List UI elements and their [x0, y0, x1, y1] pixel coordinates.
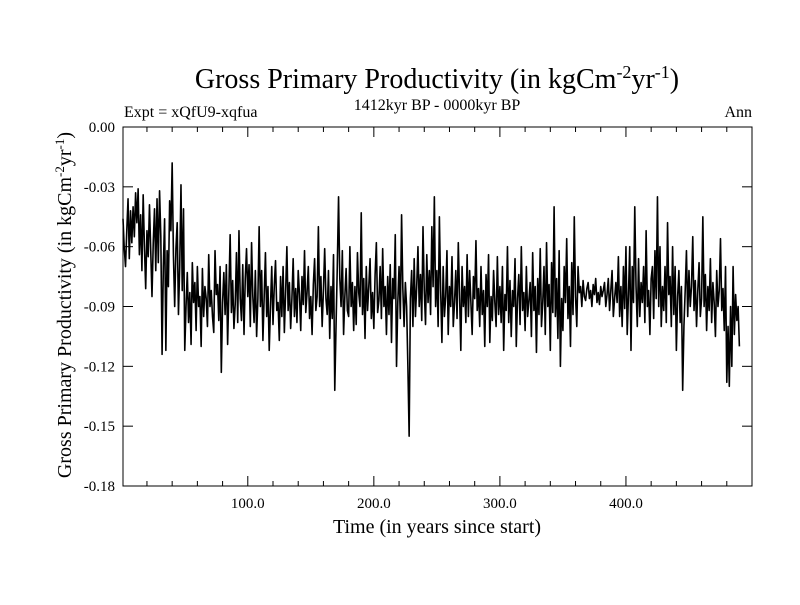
- x-axis-label: Time (in years since start): [333, 516, 541, 538]
- y-tick-label: -0.12: [84, 359, 115, 375]
- x-tick-label: 200.0: [357, 496, 391, 512]
- experiment-label: Expt = xQfU9-xqfua: [124, 104, 257, 121]
- y-tick-label: -0.09: [84, 300, 115, 316]
- x-tick-label: 300.0: [483, 496, 517, 512]
- chart-title: Gross Primary Productivity (in kgCm-2yr-…: [195, 62, 679, 95]
- y-axis: 0.00 -0.03 -0.06 -0.09 -0.12 -0.15 -0.18: [84, 120, 752, 495]
- y-tick-label: -0.18: [84, 479, 115, 495]
- x-tick-label: 400.0: [609, 496, 643, 512]
- y-tick-label: -0.03: [84, 180, 115, 196]
- y-tick-label: -0.06: [84, 240, 116, 256]
- x-tick-label: 100.0: [231, 496, 265, 512]
- season-label: Ann: [724, 104, 752, 121]
- series-line-gpp: [122, 162, 741, 437]
- y-tick-label: 0.00: [89, 120, 115, 136]
- x-axis: 100.0 200.0 300.0 400.0: [146, 127, 728, 512]
- chart-subtitle: 1412kyr BP - 0000kyr BP: [354, 97, 521, 114]
- y-tick-label: -0.15: [84, 419, 115, 435]
- y-axis-label: Gross Primary Productivity (in kgCm-2yr-…: [52, 132, 76, 478]
